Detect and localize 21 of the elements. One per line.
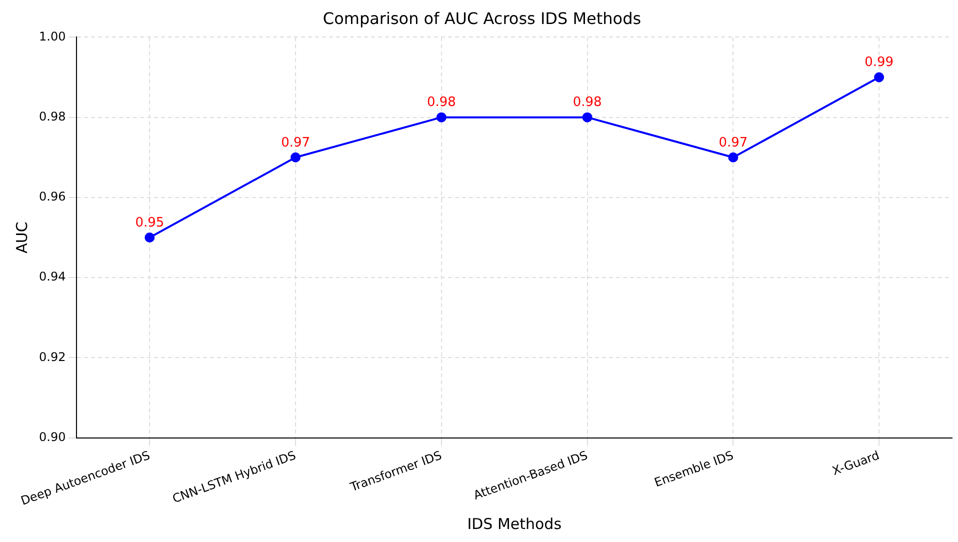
x-axis-title: IDS Methods [467, 514, 562, 533]
point [144, 232, 155, 243]
data-label: 0.97 [718, 135, 748, 150]
point [436, 112, 446, 122]
data-label: 0.98 [426, 95, 456, 110]
point [582, 112, 592, 122]
data-label: 0.99 [864, 55, 894, 70]
y-tick-label: 1.00 [39, 29, 66, 44]
y-tick-label: 0.96 [39, 190, 66, 204]
y-tick-label: 0.98 [39, 109, 66, 124]
point [874, 72, 884, 82]
y-tick-label: 0.90 [39, 430, 66, 444]
point [290, 152, 301, 162]
data-label: 0.95 [135, 215, 164, 230]
data-label: 0.98 [572, 95, 602, 110]
data-label: 0.97 [281, 135, 310, 150]
y-tick-label: 0.94 [39, 270, 66, 284]
point [728, 152, 738, 162]
y-axis-title: AUC [12, 222, 31, 254]
y-tick-label: 0.92 [39, 350, 66, 364]
chart-title: Comparison of AUC Across IDS Methods [322, 8, 642, 28]
